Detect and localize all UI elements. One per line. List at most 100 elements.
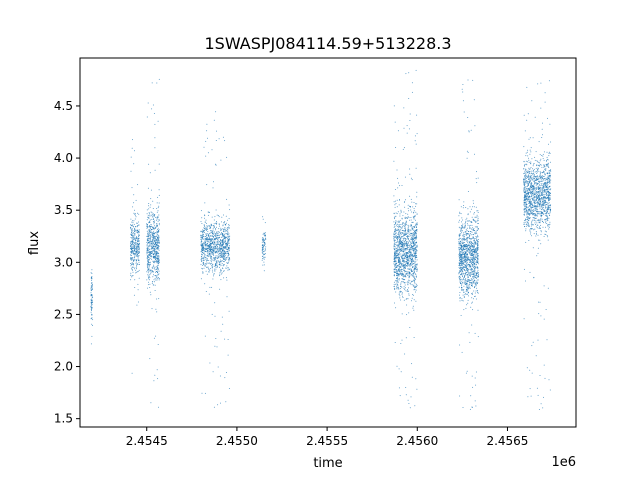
data-point <box>540 195 542 196</box>
data-point <box>409 280 411 282</box>
data-point <box>133 194 135 196</box>
data-point <box>477 279 479 281</box>
data-point <box>155 248 157 250</box>
data-point <box>215 250 217 252</box>
data-point <box>477 228 479 230</box>
data-point <box>413 245 414 247</box>
data-point <box>471 241 472 243</box>
data-point <box>397 240 399 242</box>
data-point <box>472 243 473 244</box>
data-point <box>156 202 158 204</box>
data-point <box>147 240 149 242</box>
data-point <box>465 272 467 274</box>
data-point <box>525 172 527 174</box>
data-point <box>462 266 464 268</box>
data-point <box>410 198 412 200</box>
data-point <box>403 201 405 203</box>
data-point <box>156 369 158 371</box>
data-point <box>223 237 225 238</box>
data-point <box>466 265 468 266</box>
data-point <box>224 259 226 261</box>
data-point <box>204 231 206 233</box>
data-point <box>216 232 218 234</box>
data-point <box>227 252 229 254</box>
data-point <box>407 226 409 228</box>
data-point <box>459 261 461 263</box>
data-point <box>228 227 230 229</box>
data-point <box>220 253 222 255</box>
data-point <box>406 217 408 219</box>
data-point <box>407 243 409 245</box>
data-point <box>393 256 395 258</box>
data-point <box>216 250 218 252</box>
data-point <box>397 230 399 232</box>
data-point <box>152 239 154 241</box>
data-point <box>467 270 469 272</box>
data-point <box>91 276 93 278</box>
data-point <box>467 221 469 222</box>
data-point <box>410 274 412 276</box>
data-point <box>154 290 156 291</box>
data-point <box>205 245 207 247</box>
data-point <box>478 276 480 278</box>
data-point <box>149 234 150 236</box>
data-point <box>549 212 551 214</box>
data-point <box>130 245 132 247</box>
data-point <box>401 246 403 248</box>
data-point <box>395 259 397 261</box>
data-point <box>464 282 466 284</box>
data-point <box>474 286 476 288</box>
data-point <box>415 249 417 251</box>
data-point <box>146 252 148 253</box>
data-point <box>214 238 216 240</box>
data-point <box>202 234 203 236</box>
data-point <box>413 202 415 203</box>
data-point <box>459 219 460 221</box>
data-point <box>222 136 224 138</box>
data-point <box>156 274 158 276</box>
data-point <box>469 232 471 234</box>
data-point <box>407 230 409 232</box>
data-point <box>527 396 529 398</box>
data-point <box>540 177 542 179</box>
data-point <box>411 270 413 272</box>
data-point <box>146 235 148 237</box>
data-point <box>219 246 220 248</box>
data-point <box>222 231 224 233</box>
data-point <box>146 271 148 273</box>
data-point <box>205 238 207 240</box>
data-point <box>464 280 466 282</box>
data-point <box>410 243 412 245</box>
data-point <box>220 243 222 245</box>
data-point <box>212 248 213 250</box>
data-point <box>399 247 401 249</box>
data-point <box>414 261 416 263</box>
data-point <box>149 291 151 293</box>
data-point <box>469 246 471 248</box>
data-point <box>411 376 413 378</box>
data-point <box>157 234 159 236</box>
data-point <box>130 170 132 172</box>
data-point <box>471 245 473 247</box>
data-point <box>414 269 416 271</box>
data-point <box>138 236 140 237</box>
data-point <box>465 207 467 208</box>
data-point <box>528 157 529 159</box>
data-point <box>463 277 465 278</box>
data-point <box>401 223 403 225</box>
data-point <box>223 277 225 279</box>
data-point <box>466 285 468 287</box>
data-point <box>394 255 396 257</box>
data-point <box>153 257 155 259</box>
data-point <box>407 245 409 247</box>
data-point <box>209 238 211 240</box>
data-point <box>138 231 140 233</box>
data-point <box>158 229 160 231</box>
data-point <box>468 244 470 246</box>
data-point <box>217 237 219 239</box>
data-point <box>415 233 417 235</box>
data-point <box>537 209 539 211</box>
data-point <box>146 265 148 267</box>
data-point <box>413 262 415 264</box>
data-point <box>220 251 222 253</box>
